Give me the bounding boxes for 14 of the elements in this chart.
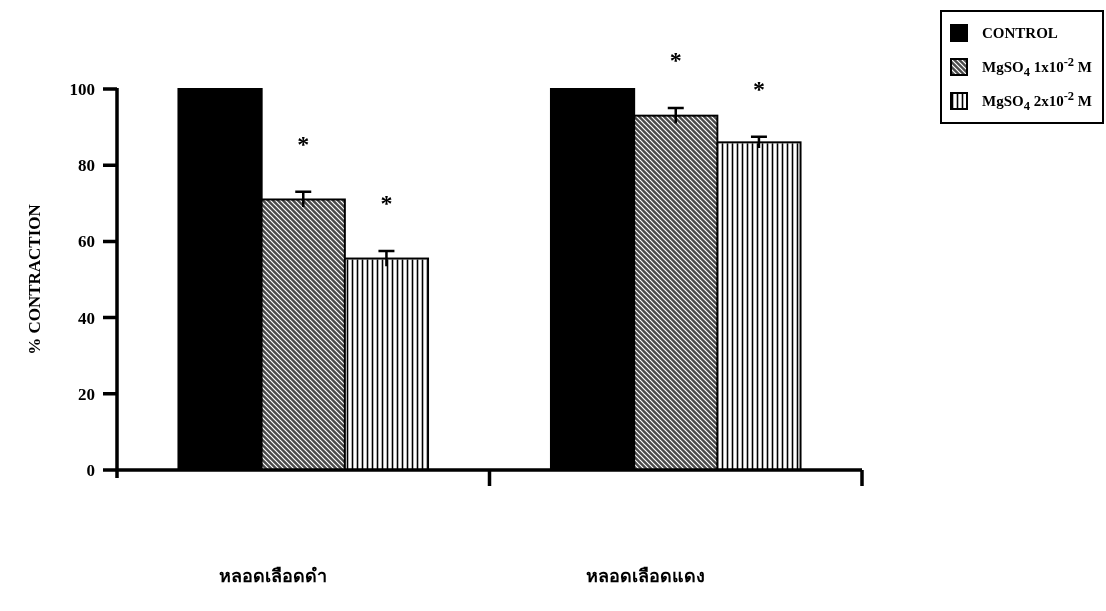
y-tick-label: 80: [78, 156, 95, 176]
annotation: *: [752, 75, 765, 102]
legend-label: MgSO$_{4}$ 1x10$^{-2}$ M: [982, 54, 1093, 80]
y-tick-label: 0: [86, 461, 95, 480]
legend-label: MgSO$_{4}$ 2x10$^{-2}$ M: [982, 88, 1093, 114]
annotation: *: [669, 47, 682, 74]
annotation: *: [380, 189, 393, 216]
y-tick-label: 40: [78, 308, 95, 328]
legend-label: CONTROL: [982, 24, 1058, 42]
annotation: *: [297, 130, 310, 157]
y-tick-label: 100: [69, 80, 95, 99]
y-tick-label: 20: [78, 384, 95, 404]
y-tick-label: 60: [78, 232, 95, 252]
y-axis-title: % CONTRACTION: [25, 203, 44, 355]
